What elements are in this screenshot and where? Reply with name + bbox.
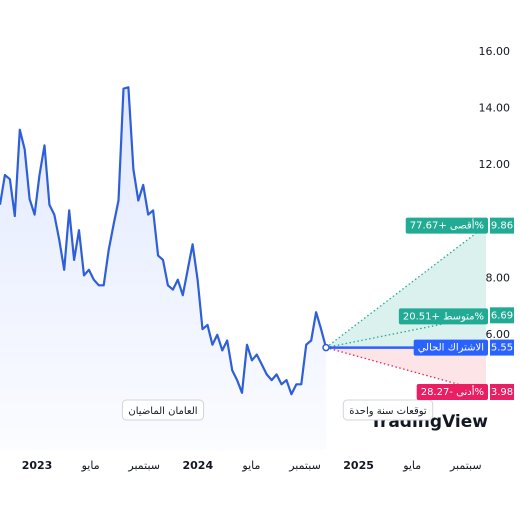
period-label: توقعات سنة واحدة bbox=[342, 399, 434, 421]
price-box bbox=[490, 217, 514, 234]
forecast-tag-text: الاشتراك الحالي bbox=[418, 343, 484, 354]
y-tick-label: 14.00 bbox=[479, 102, 511, 115]
price-label: 6.69 bbox=[491, 310, 513, 321]
period-text: العامان الماضيان bbox=[128, 406, 197, 417]
price-line bbox=[0, 86, 328, 396]
price-label: 9.86 bbox=[491, 221, 513, 232]
x-tick-label: 2025 bbox=[343, 459, 374, 472]
x-tick-label: سبتمبر bbox=[127, 459, 160, 472]
x-tick-label: مايو bbox=[241, 459, 260, 472]
forecast-tag bbox=[398, 308, 488, 325]
forecast-tag-text: أقصى +77.67% bbox=[410, 219, 484, 232]
period-box bbox=[121, 399, 205, 421]
current-point bbox=[322, 343, 330, 352]
price-label: 5.55 bbox=[491, 343, 513, 354]
y-tick-label: 8.00 bbox=[486, 271, 511, 284]
period-box bbox=[342, 399, 434, 421]
area-fill bbox=[0, 87, 326, 451]
x-tick-label: سبتمبر bbox=[449, 459, 482, 472]
x-tick-label: مايو bbox=[81, 459, 100, 472]
price-box bbox=[490, 307, 514, 324]
x-tick-label: 2024 bbox=[182, 459, 213, 472]
price-box bbox=[490, 383, 514, 400]
price-box bbox=[490, 339, 514, 356]
forecast-tag bbox=[416, 383, 488, 400]
x-tick-label: مايو bbox=[402, 459, 421, 472]
forecast-tag bbox=[405, 217, 488, 234]
y-tick-label: 6.00 bbox=[486, 328, 511, 341]
price-label: 3.98 bbox=[491, 387, 513, 398]
forecast-tag-text: أدنى -28.27% bbox=[421, 385, 484, 398]
period-text: توقعات سنة واحدة bbox=[349, 406, 427, 417]
forecast-high-line bbox=[325, 225, 487, 349]
forecast-tag bbox=[413, 339, 488, 356]
y-tick-label: 16.00 bbox=[479, 45, 511, 58]
period-label: العامان الماضيان bbox=[121, 399, 205, 421]
x-tick-label: سبتمبر bbox=[288, 459, 321, 472]
x-tick-label: 2023 bbox=[22, 459, 53, 472]
y-tick-label: 12.00 bbox=[479, 158, 511, 171]
forecast-tag-text: متوسط +20.51% bbox=[403, 311, 484, 322]
